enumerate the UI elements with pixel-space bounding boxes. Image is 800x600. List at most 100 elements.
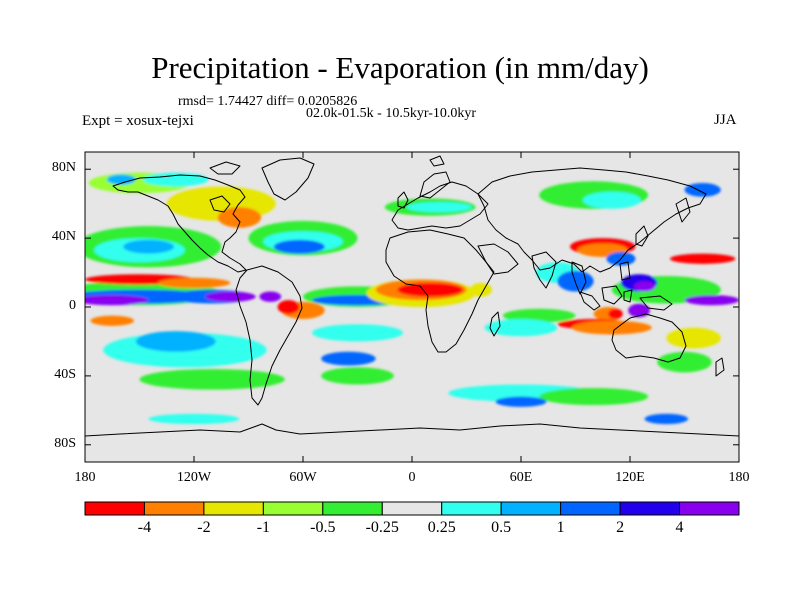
lat-tick-label: 80N: [51, 160, 76, 176]
lon-tick-label: 120W: [176, 470, 212, 485]
lon-tick-label: 60W: [289, 470, 317, 485]
colorbar-swatch: [441, 501, 502, 516]
field-philippine-purple: [633, 281, 656, 292]
field-south-pacific-green: [139, 369, 285, 390]
field-east-pacific-purple: [204, 291, 256, 302]
colorbar-swatch: [84, 501, 145, 516]
coast-japan: [635, 225, 649, 247]
lon-tick-label: 180: [728, 470, 750, 485]
lon-tick-label: 0: [408, 470, 416, 485]
coast-south-america: [235, 265, 303, 406]
colorbar-label: 2: [616, 519, 625, 536]
colorbar-swatch: [679, 501, 740, 516]
field-sahel-red: [397, 282, 463, 297]
colorbar-swatch: [381, 501, 443, 516]
field-south-atlantic-blue: [321, 351, 376, 366]
field-horn-africa-yellow: [470, 282, 492, 297]
lat-tick-label: 40S: [54, 366, 76, 382]
coast-philippines: [619, 261, 631, 281]
colorbar-label: -4: [137, 519, 152, 536]
coast-new-guinea: [639, 295, 673, 311]
field-southern-ocean-green: [539, 387, 649, 406]
field-coral-sea-yellow: [666, 327, 721, 349]
colorbar-swatch: [203, 501, 264, 516]
coast-kamchatka: [675, 197, 691, 223]
field-pacific-itcz-purple: [85, 294, 149, 306]
colorbar-swatch: [500, 501, 562, 516]
field-indian-ocean-green: [502, 308, 576, 323]
coast-north-america: [112, 174, 247, 273]
coast-sumatra: [579, 291, 601, 311]
field-south-pacific-orange: [90, 315, 135, 326]
lat-tick-label: 0: [69, 298, 76, 313]
colorbar-swatch: [322, 501, 383, 516]
lat-tick-label: 80S: [54, 435, 76, 451]
anomaly-field: [85, 172, 739, 425]
coast-arabia: [477, 243, 519, 275]
colorbar-swatch: [143, 501, 205, 516]
run-period-label: 02.0k-01.5k - 10.5kyr-10.0kyr: [306, 106, 477, 121]
colorbar-swatch: [560, 501, 621, 516]
field-amazon-red: [277, 300, 300, 314]
field-gulf-stream-blue: [273, 239, 325, 254]
colorbar-swatch: [262, 501, 324, 516]
coast-asia: [477, 167, 707, 273]
colorbar-label: -0.5: [310, 519, 336, 536]
lon-tick-label: 60E: [509, 470, 533, 485]
coast-hudson-bay: [209, 195, 231, 213]
coast-arctic-islands: [209, 161, 241, 175]
coast-africa: [385, 229, 495, 353]
field-south-atlantic-cyan: [312, 324, 403, 342]
field-tasman-green: [657, 351, 712, 373]
colorbar-label: 1: [556, 519, 565, 536]
coast-antarctica: [85, 423, 739, 437]
colorbar-label: 0.25: [427, 519, 456, 536]
lat-tick-label: 40N: [51, 229, 76, 245]
field-north-pacific-blue: [123, 239, 175, 254]
lon-tick-label: 120E: [615, 470, 645, 485]
field-south-atlantic-green: [321, 367, 394, 385]
field-pacific-orange: [157, 277, 231, 289]
field-amazon-purple: [259, 291, 282, 302]
colorbar: [84, 501, 740, 516]
coast-india: [531, 251, 557, 289]
field-europe-cyan: [406, 201, 472, 213]
field-siberia-blue: [684, 183, 721, 197]
colorbar-swatch: [619, 501, 681, 516]
colorbar-label: -0.25: [365, 519, 399, 536]
coast-sulawesi: [623, 289, 633, 303]
colorbar-label: 0.5: [491, 519, 512, 536]
experiment-label: Expt = xosux-tejxi: [82, 113, 194, 129]
colorbar-label: -2: [197, 519, 211, 536]
colorbar-label: -1: [256, 519, 271, 536]
colorbar-label: 4: [675, 519, 684, 536]
axis-ticks: [84, 152, 740, 462]
coast-greenland: [261, 157, 315, 201]
field-indian-ocean-orange: [571, 320, 652, 335]
field-antarctic-blue: [644, 413, 689, 425]
field-w-pacific-purple: [684, 294, 739, 306]
coast-uk: [397, 191, 409, 209]
field-southern-ocean-blue: [495, 396, 547, 407]
coast-se-asia: [571, 261, 587, 295]
field-south-pacific-blue: [135, 331, 216, 352]
field-maritime-red: [608, 308, 623, 320]
map-title: Precipitation - Evaporation (in mm/day): [151, 50, 649, 85]
coast-scandinavia: [419, 171, 451, 199]
field-antarctic-cyan: [148, 413, 240, 425]
coastlines: [85, 155, 739, 437]
field-arctic-blue: [106, 174, 136, 185]
field-indian-ocean-cyan: [484, 319, 558, 337]
field-siberia-cyan: [582, 191, 641, 209]
coast-australia: [611, 313, 687, 363]
coast-borneo: [601, 285, 623, 305]
coast-europe: [391, 181, 489, 231]
field-nw-pacific-red: [669, 253, 736, 264]
coast-svalbard: [429, 155, 445, 167]
season-label: JJA: [714, 112, 737, 128]
coast-new-zealand: [715, 357, 725, 377]
rmsd-diff-stats: rmsd= 1.74427 diff= 0.0205826: [178, 94, 358, 109]
field-us-orange: [217, 207, 262, 228]
field-arctic-cyan: [143, 172, 209, 187]
